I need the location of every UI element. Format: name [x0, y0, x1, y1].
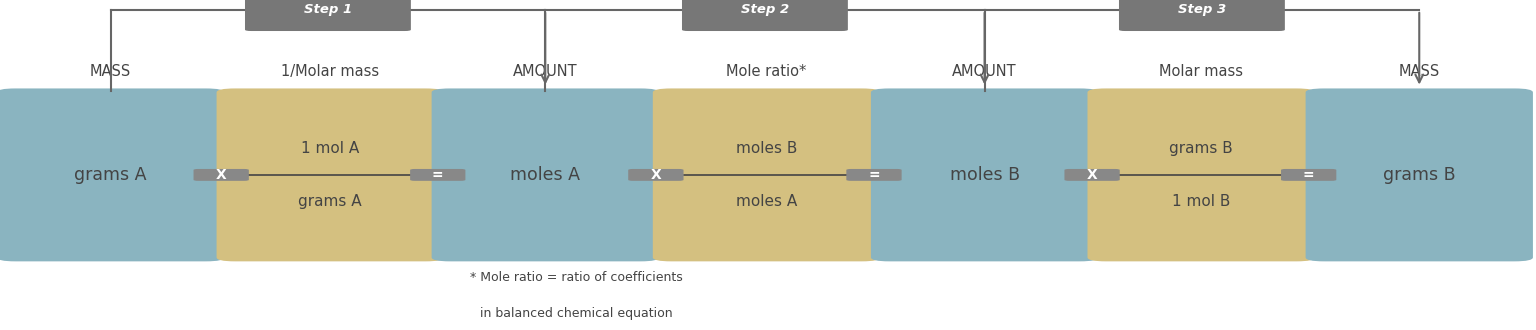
FancyBboxPatch shape — [1118, 0, 1284, 31]
FancyBboxPatch shape — [244, 0, 410, 31]
FancyBboxPatch shape — [1087, 88, 1315, 261]
Text: X: X — [1087, 168, 1097, 182]
FancyBboxPatch shape — [194, 169, 249, 181]
Text: Molar mass: Molar mass — [1160, 64, 1243, 79]
Text: grams A: grams A — [74, 166, 147, 184]
FancyBboxPatch shape — [1281, 169, 1336, 181]
Text: grams B: grams B — [1169, 141, 1233, 156]
Text: grams A: grams A — [298, 194, 362, 209]
Text: MASS: MASS — [91, 64, 131, 79]
Text: moles B: moles B — [949, 166, 1020, 184]
FancyBboxPatch shape — [0, 88, 224, 261]
FancyBboxPatch shape — [628, 169, 684, 181]
FancyBboxPatch shape — [1306, 88, 1533, 261]
Text: 1/Molar mass: 1/Molar mass — [281, 64, 379, 79]
Text: AMOUNT: AMOUNT — [513, 64, 578, 79]
FancyBboxPatch shape — [846, 169, 902, 181]
Text: MASS: MASS — [1399, 64, 1439, 79]
Text: 1 mol B: 1 mol B — [1172, 194, 1230, 209]
Text: Step 3: Step 3 — [1178, 3, 1226, 16]
Text: Step 1: Step 1 — [304, 3, 352, 16]
Text: * Mole ratio = ratio of coefficients: * Mole ratio = ratio of coefficients — [470, 271, 682, 284]
Text: =: = — [1303, 168, 1315, 182]
Text: =: = — [432, 168, 444, 182]
FancyBboxPatch shape — [1064, 169, 1120, 181]
Text: 1 mol A: 1 mol A — [301, 141, 359, 156]
Text: Mole ratio*: Mole ratio* — [727, 64, 806, 79]
FancyBboxPatch shape — [653, 88, 880, 261]
FancyBboxPatch shape — [432, 88, 659, 261]
Text: moles A: moles A — [510, 166, 581, 184]
Text: moles B: moles B — [736, 141, 797, 156]
Text: AMOUNT: AMOUNT — [952, 64, 1017, 79]
Text: X: X — [651, 168, 660, 182]
Text: in balanced chemical equation: in balanced chemical equation — [479, 307, 673, 320]
Text: Step 2: Step 2 — [740, 3, 790, 16]
Text: X: X — [217, 168, 226, 182]
FancyBboxPatch shape — [682, 0, 848, 31]
FancyBboxPatch shape — [871, 88, 1098, 261]
Text: moles A: moles A — [736, 194, 797, 209]
Text: grams B: grams B — [1382, 166, 1456, 184]
FancyBboxPatch shape — [217, 88, 444, 261]
Text: =: = — [868, 168, 880, 182]
FancyBboxPatch shape — [410, 169, 465, 181]
